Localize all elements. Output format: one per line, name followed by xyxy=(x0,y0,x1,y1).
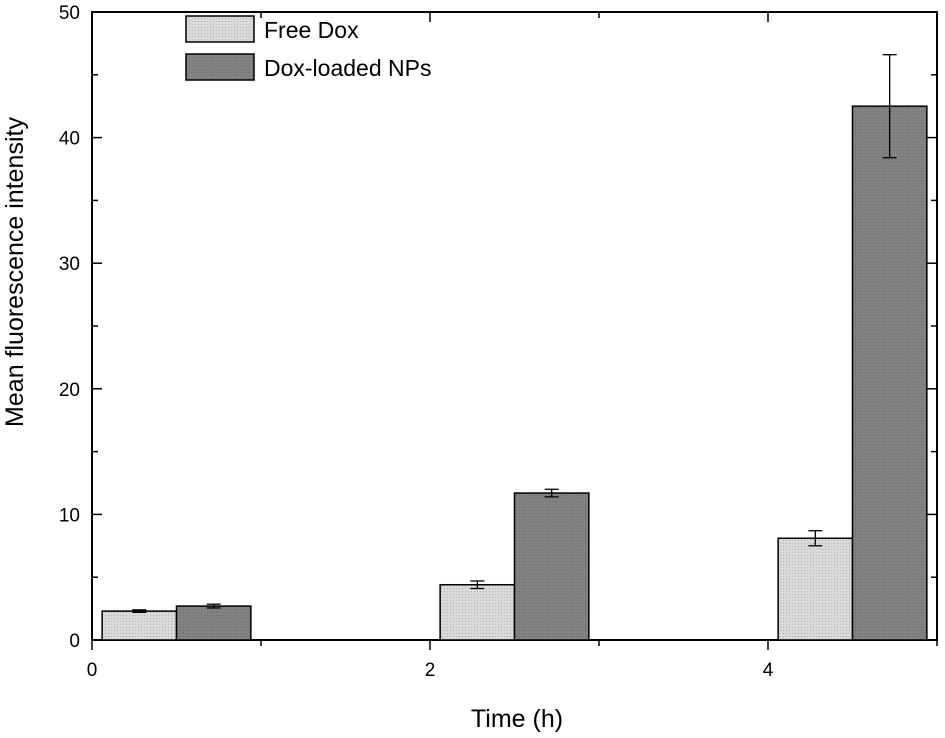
y-axis-title: Mean fluorescence intensity xyxy=(1,117,29,427)
y-tick-label: 40 xyxy=(59,129,80,150)
legend-label: Dox-loaded NPs xyxy=(264,55,431,81)
x-tick-label: 4 xyxy=(763,660,774,681)
tick-group: 0 10 20 30 40 50 0 2 4 xyxy=(59,3,938,681)
x-tick-label: 0 xyxy=(87,660,98,681)
bar xyxy=(101,610,178,641)
y-tick-label: 50 xyxy=(59,3,80,24)
x-axis-title: Time (h) xyxy=(471,705,563,733)
bar xyxy=(175,605,252,641)
y-tick-label: 0 xyxy=(69,631,80,652)
y-tick-label: 30 xyxy=(59,254,80,275)
bar xyxy=(851,105,928,641)
bar xyxy=(439,583,516,641)
bar-group xyxy=(101,105,928,641)
legend-swatch xyxy=(185,53,255,81)
legend-swatch xyxy=(185,15,255,43)
bar xyxy=(513,492,590,641)
y-tick-label: 20 xyxy=(59,380,80,401)
legend: Free Dox Dox-loaded NPs xyxy=(185,15,431,81)
bar xyxy=(777,537,854,641)
error-bar-group xyxy=(132,54,897,614)
y-tick-label: 10 xyxy=(59,505,80,526)
legend-label: Free Dox xyxy=(264,17,359,43)
x-tick-label: 2 xyxy=(425,660,436,681)
